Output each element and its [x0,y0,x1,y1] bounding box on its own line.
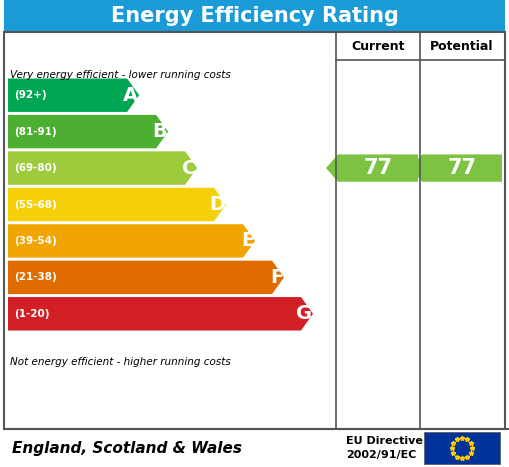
Text: B: B [152,122,167,141]
Text: G: G [296,304,312,323]
Text: Very energy efficient - lower running costs: Very energy efficient - lower running co… [10,70,231,80]
Bar [4,0,505,32]
Text: (69-80): (69-80) [14,163,56,173]
Text: England, Scotland & Wales: England, Scotland & Wales [12,440,242,455]
Text: Not energy efficient - higher running costs: Not energy efficient - higher running co… [10,357,231,367]
Text: E: E [241,232,254,250]
Bar [4,32,505,429]
Text: Energy Efficiency Rating: Energy Efficiency Rating [110,6,399,26]
Polygon shape [8,78,139,112]
Text: (21-38): (21-38) [14,272,56,283]
Polygon shape [8,188,226,221]
Polygon shape [410,155,502,182]
Polygon shape [8,151,197,185]
Polygon shape [8,115,168,149]
Text: (1-20): (1-20) [14,309,49,319]
Text: 2002/91/EC: 2002/91/EC [346,450,416,460]
Text: A: A [123,86,138,105]
Text: (81-91): (81-91) [14,127,56,137]
Polygon shape [8,261,284,294]
Text: Current: Current [351,40,405,52]
Polygon shape [8,224,255,258]
Polygon shape [326,155,418,182]
Text: (39-54): (39-54) [14,236,56,246]
Text: (92+): (92+) [14,90,47,100]
Text: Potential: Potential [430,40,494,52]
Text: 77: 77 [363,158,392,178]
Text: C: C [182,159,196,177]
Text: EU Directive: EU Directive [346,436,423,446]
Text: 77: 77 [447,158,476,178]
Text: F: F [270,268,283,287]
Polygon shape [8,297,313,331]
Text: D: D [209,195,225,214]
Bar [424,432,500,464]
Text: (55-68): (55-68) [14,199,56,210]
